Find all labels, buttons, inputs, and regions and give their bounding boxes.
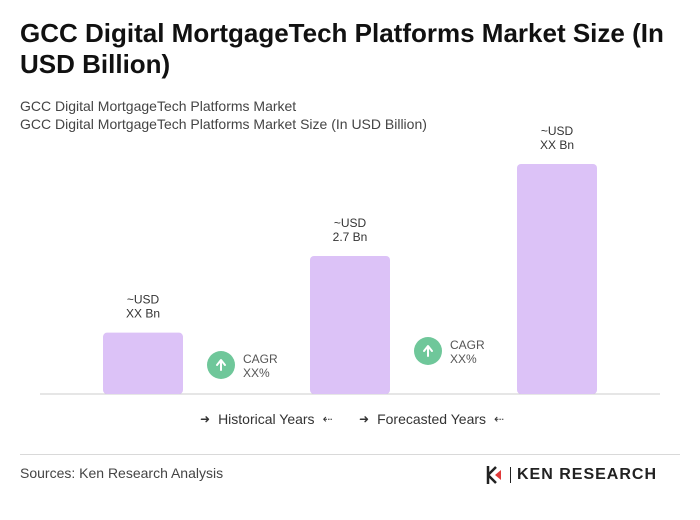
chart-subtitle-size: GCC Digital MortgageTech Platforms Marke… bbox=[20, 116, 427, 132]
cagr-label: CAGR bbox=[243, 352, 278, 366]
bar-value-label: XX Bn bbox=[540, 138, 574, 152]
chart-title: GCC Digital MortgageTech Platforms Marke… bbox=[20, 18, 664, 79]
footer-divider bbox=[20, 454, 680, 455]
chart-subtitle-market: GCC Digital MortgageTech Platforms Marke… bbox=[20, 98, 297, 114]
cagr-value: XX% bbox=[243, 366, 270, 380]
arrow-up-icon bbox=[423, 345, 433, 357]
ken-research-logo-icon bbox=[486, 466, 501, 484]
ken-research-logo: KEN RESEARCH bbox=[486, 464, 657, 486]
arrow-right-icon: ➜ bbox=[359, 412, 370, 426]
legend-historical: ➜ Historical Years ⇠ bbox=[200, 410, 333, 428]
cagr-label: CAGR bbox=[450, 338, 485, 352]
arrow-left-icon: ⇠ bbox=[494, 412, 505, 426]
logo-text: KEN RESEARCH bbox=[517, 466, 658, 483]
bar-value-label: XX Bn bbox=[126, 307, 160, 321]
bar bbox=[103, 332, 183, 394]
bar-value-label: ~USD bbox=[541, 124, 574, 138]
cagr-value: XX% bbox=[450, 352, 477, 366]
arrow-left-icon: ⇠ bbox=[322, 412, 333, 426]
logo-separator bbox=[510, 467, 511, 483]
legend-historical-label: Historical Years bbox=[218, 411, 315, 427]
arrow-right-icon: ➜ bbox=[200, 412, 211, 426]
bar bbox=[310, 256, 390, 394]
arrow-up-icon bbox=[216, 359, 226, 371]
bar-value-label: 2.7 Bn bbox=[333, 230, 368, 244]
bar bbox=[517, 164, 597, 394]
bar-value-label: ~USD bbox=[127, 293, 160, 307]
legend-forecasted-label: Forecasted Years bbox=[377, 411, 487, 427]
source-note: Sources: Ken Research Analysis bbox=[20, 465, 224, 481]
bar-value-label: ~USD bbox=[334, 216, 367, 230]
legend-forecasted: ➜ Forecasted Years ⇠ bbox=[359, 410, 504, 428]
